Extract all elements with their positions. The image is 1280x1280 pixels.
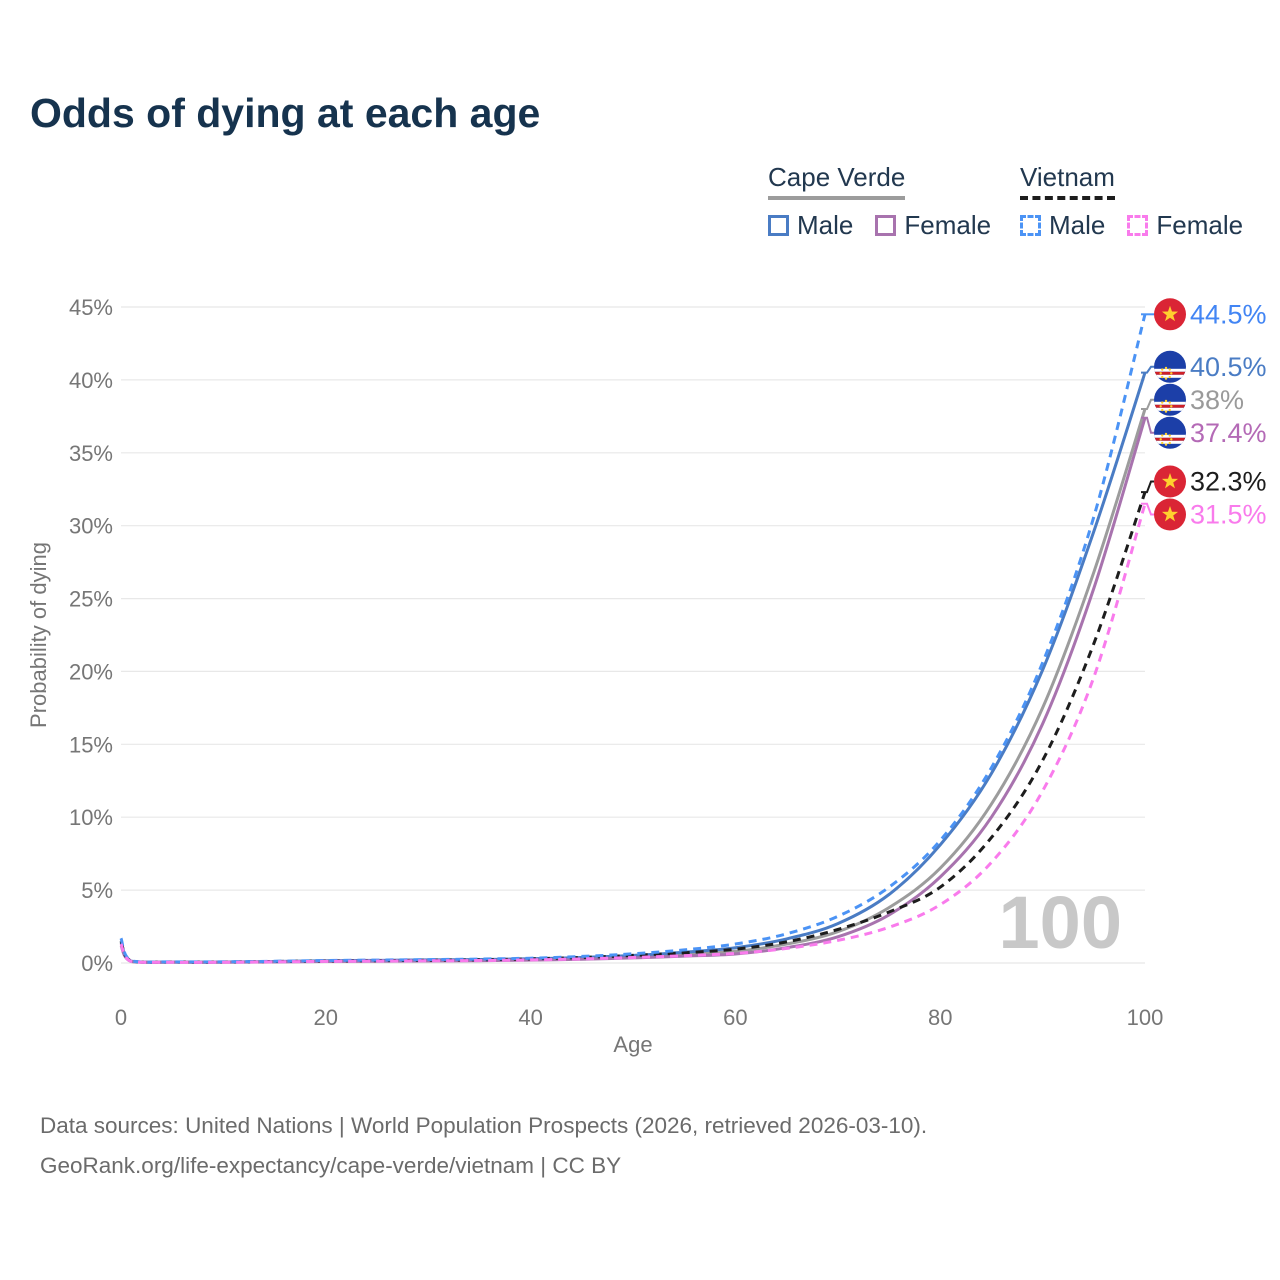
y-tick-label: 5% (81, 878, 113, 903)
leader-line (1141, 365, 1154, 374)
cape-verde-flag-icon (1154, 383, 1186, 416)
legend-country-vietnam[interactable]: Vietnam (1020, 162, 1115, 200)
leader-line (1141, 416, 1154, 434)
footer-url-line: GeoRank.org/life-expectancy/cape-verde/v… (40, 1153, 622, 1178)
x-tick-label: 80 (928, 1005, 952, 1030)
y-tick-label: 15% (69, 732, 113, 757)
y-tick-label: 10% (69, 805, 113, 830)
y-tick-label: 25% (69, 587, 113, 612)
legend-label: Female (1156, 210, 1244, 240)
end-label-cv_female[interactable]: 37.4% (1141, 416, 1267, 449)
line-cv_male[interactable] (119, 372, 1147, 964)
line-cv_both[interactable] (119, 408, 1147, 964)
leader-line (1141, 398, 1154, 410)
end-label-value: 40.5% (1190, 352, 1267, 382)
end-label-value: 31.5% (1190, 500, 1267, 530)
end-label-cv_both[interactable]: 38% (1141, 383, 1244, 416)
y-tick-label: 0% (81, 951, 113, 976)
x-tick-label: 60 (723, 1005, 747, 1030)
cape-verde-flag-icon (1154, 416, 1186, 449)
y-axis-title: Probability of dying (26, 542, 51, 728)
cape-verde-male-swatch-icon (768, 215, 789, 236)
x-tick-label: 20 (314, 1005, 338, 1030)
vietnam-female-swatch-icon (1127, 215, 1149, 236)
legend-label: Female (904, 210, 992, 240)
vietnam-flag-icon (1154, 498, 1186, 531)
age-counter-watermark: 100 (999, 881, 1122, 964)
chart-plot: 0% 5% 10% 15% 20% 25% 30% 35% 40% 45% 0 20 40 60 80 100… (26, 295, 1267, 1057)
page-title: Odds of dying at each age (30, 90, 541, 136)
vietnam-male-swatch-icon (1020, 215, 1041, 236)
end-label-vn_female[interactable]: 31.5% (1141, 498, 1267, 531)
vietnam-flag-icon (1154, 465, 1186, 498)
line-vn_both[interactable] (119, 491, 1147, 964)
cape-verde-flag-icon (1154, 350, 1186, 383)
x-axis-title: Age (613, 1032, 652, 1057)
x-tick-label: 40 (518, 1005, 542, 1030)
legend-label: Male (797, 210, 854, 240)
y-tick-label: 40% (69, 368, 113, 393)
end-label-value: 38% (1190, 385, 1244, 415)
footer-source-line: Data sources: United Nations | World Pop… (40, 1113, 928, 1138)
line-cv_female[interactable] (119, 417, 1147, 964)
legend-country-cape-verde[interactable]: Cape Verde (768, 162, 906, 200)
legend-item-cape-verde-female[interactable]: Female (875, 210, 991, 241)
legend-item-cape-verde-male[interactable]: Male (768, 210, 853, 241)
legend-group-cape-verde: Cape Verde Male Female (768, 162, 991, 241)
end-label-value: 32.3% (1190, 467, 1267, 497)
y-tick-label: 30% (69, 514, 113, 539)
end-label-vn_male[interactable]: 44.5% (1141, 298, 1267, 331)
legend-label: Male (1049, 210, 1106, 240)
end-label-value: 37.4% (1190, 418, 1267, 448)
x-tick-label: 100 (1127, 1005, 1164, 1030)
line-vn_male[interactable] (119, 313, 1147, 964)
legend-group-vietnam: Vietnam Male Female (1020, 162, 1243, 241)
cape-verde-female-swatch-icon (875, 215, 897, 236)
footer: Data sources: United Nations | World Pop… (40, 1106, 927, 1186)
leader-line (1141, 502, 1154, 516)
x-tick-label: 0 (115, 1005, 127, 1030)
legend-item-vietnam-male[interactable]: Male (1020, 210, 1105, 241)
end-label-cv_male[interactable]: 40.5% (1141, 350, 1267, 383)
y-tick-label: 35% (69, 441, 113, 466)
end-label-value: 44.5% (1190, 299, 1267, 329)
leader-line (1141, 480, 1154, 494)
line-vn_female[interactable] (119, 503, 1147, 964)
y-tick-label: 20% (69, 659, 113, 684)
legend-item-vietnam-female[interactable]: Female (1127, 210, 1243, 241)
vietnam-flag-icon (1154, 298, 1186, 331)
end-label-vn_both[interactable]: 32.3% (1141, 465, 1267, 498)
y-tick-label: 45% (69, 295, 113, 320)
